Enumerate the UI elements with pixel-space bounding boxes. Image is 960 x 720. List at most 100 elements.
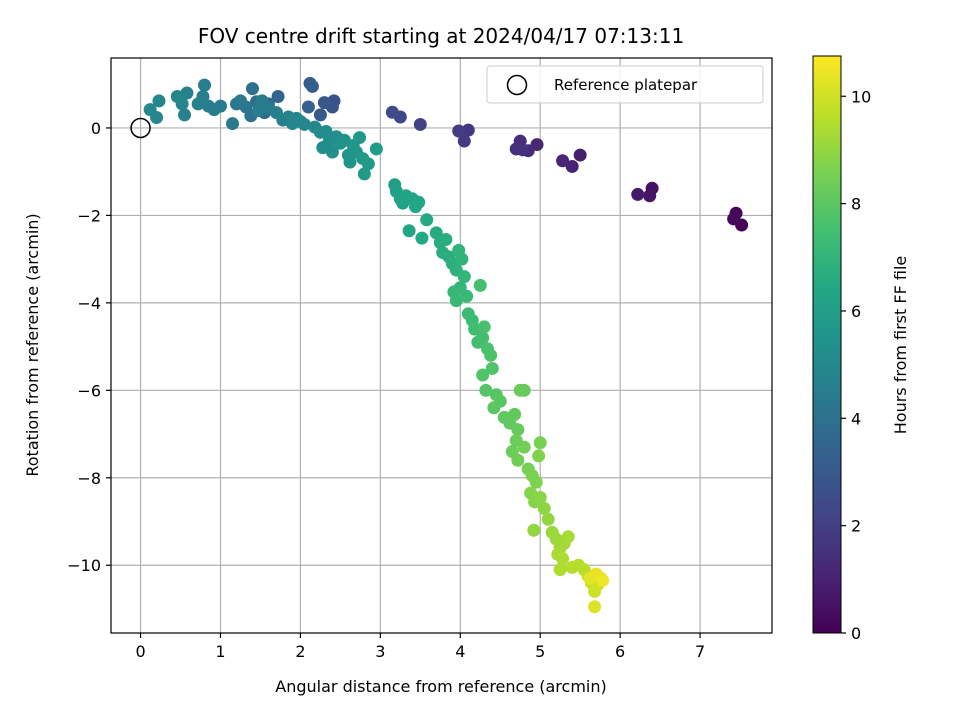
plot-area: 0 1 2 3 4 5 6 7 0 −2 −4 −6 −8 −10 — [67, 57, 773, 661]
colorbar-tick-label: 6 — [851, 302, 861, 321]
data-point — [385, 105, 399, 119]
data-point — [532, 449, 546, 463]
data-point — [565, 159, 579, 173]
data-point — [152, 94, 166, 108]
data-point — [455, 252, 469, 266]
x-tick-label: 6 — [615, 642, 625, 661]
reference-platepar-marker — [130, 117, 151, 139]
plot-frame — [110, 57, 773, 634]
chart-title: FOV centre drift starting at 2024/04/17 … — [198, 24, 684, 48]
data-point — [473, 278, 487, 292]
colorbar-tick-label: 8 — [851, 195, 861, 214]
data-point — [413, 117, 427, 131]
data-point — [357, 167, 371, 181]
data-point — [561, 530, 575, 544]
data-point — [588, 600, 602, 614]
y-tick-label: −6 — [77, 381, 101, 400]
y-tick-label: −4 — [77, 294, 101, 313]
data-point — [457, 134, 471, 148]
data-point — [202, 99, 216, 113]
data-point — [457, 270, 471, 284]
data-point — [556, 154, 570, 168]
data-point — [225, 117, 239, 131]
y-axis-label: Rotation from reference (arcmin) — [23, 213, 42, 476]
data-point — [325, 145, 339, 159]
x-tick-label: 1 — [215, 642, 225, 661]
data-point — [420, 213, 434, 227]
data-point — [476, 368, 490, 382]
x-tick-label: 3 — [375, 642, 385, 661]
data-point — [517, 383, 531, 397]
colorbar: 0 2 4 6 8 10 Hours from first FF file — [812, 55, 910, 643]
data-point — [255, 94, 269, 108]
x-tick-label: 7 — [695, 642, 705, 661]
data-point — [553, 563, 567, 577]
data-point — [596, 574, 610, 588]
data-point — [727, 212, 741, 226]
data-point — [297, 117, 311, 131]
colorbar-label: Hours from first FF file — [891, 256, 910, 435]
data-point — [343, 155, 357, 169]
data-point — [415, 231, 429, 245]
data-point — [484, 348, 498, 362]
data-point — [402, 224, 416, 238]
legend-box — [486, 65, 764, 104]
data-point — [516, 143, 530, 157]
data-point — [537, 501, 551, 515]
data-point — [533, 436, 547, 450]
legend: Reference platepar — [486, 65, 764, 104]
legend-label: Reference platepar — [554, 76, 698, 94]
data-point — [170, 89, 184, 103]
colorbar-tick-label: 10 — [851, 87, 871, 106]
data-point — [143, 103, 157, 117]
data-point — [353, 131, 367, 145]
colorbar-tick-label: 4 — [851, 409, 861, 428]
data-points — [130, 76, 749, 614]
data-point — [573, 148, 587, 162]
data-point — [631, 187, 645, 201]
data-point — [178, 108, 192, 122]
x-tick-label: 5 — [535, 642, 545, 661]
data-point — [412, 195, 426, 209]
data-point — [517, 440, 531, 454]
data-point — [533, 490, 547, 504]
data-point — [487, 401, 501, 415]
x-ticks: 0 1 2 3 4 5 6 7 — [135, 633, 705, 661]
data-point — [245, 82, 259, 96]
x-tick-label: 2 — [295, 642, 305, 661]
data-point — [541, 512, 555, 526]
legend-reference-marker — [506, 74, 528, 96]
data-point — [361, 157, 375, 171]
data-point — [191, 97, 205, 111]
data-point — [271, 89, 285, 103]
colorbar-ticks: 0 2 4 6 8 10 — [841, 87, 871, 643]
data-point — [485, 361, 499, 375]
data-point — [479, 383, 493, 397]
data-point — [449, 294, 463, 308]
colorbar-tick-label: 0 — [851, 624, 861, 643]
data-point — [452, 124, 466, 138]
data-point — [313, 108, 327, 122]
data-point — [369, 142, 383, 156]
data-point — [301, 100, 315, 114]
data-point — [317, 96, 331, 110]
colorbar-gradient — [812, 55, 842, 634]
data-point — [529, 475, 543, 489]
grid — [111, 58, 772, 633]
data-point — [477, 320, 491, 334]
x-axis-label: Angular distance from reference (arcmin) — [275, 677, 606, 696]
data-point — [461, 123, 475, 137]
y-tick-label: −8 — [77, 469, 101, 488]
data-point — [643, 189, 657, 203]
colorbar-tick-label: 2 — [851, 517, 861, 536]
y-tick-label: −2 — [77, 206, 101, 225]
x-tick-label: 4 — [455, 642, 465, 661]
data-point — [511, 423, 525, 437]
data-point — [556, 552, 570, 566]
data-point — [198, 78, 212, 92]
data-point — [460, 289, 474, 303]
y-tick-label: 0 — [91, 119, 101, 138]
data-point — [527, 523, 541, 537]
data-point — [439, 232, 453, 246]
